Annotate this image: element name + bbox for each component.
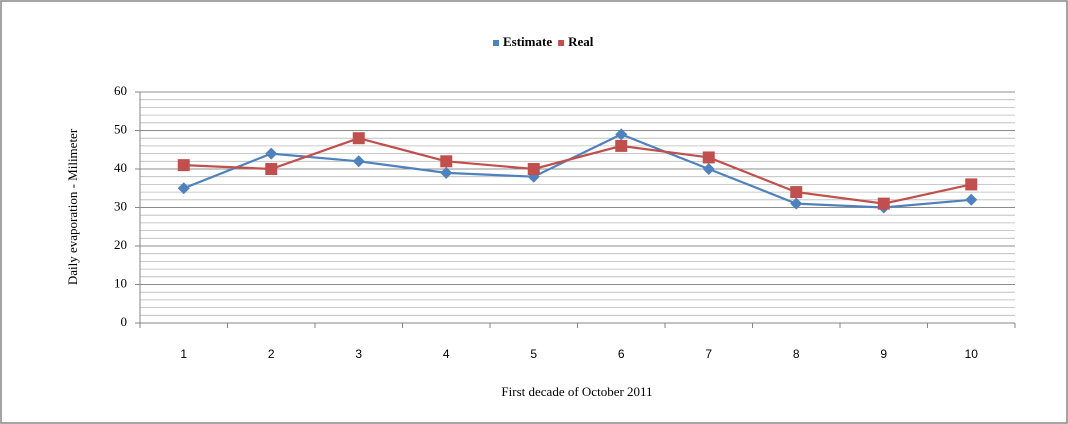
point <box>440 155 453 168</box>
x-axis-title: First decade of October 2011 <box>501 384 652 399</box>
point <box>702 151 715 164</box>
point <box>527 163 540 175</box>
legend-swatch <box>558 40 565 46</box>
y-tick-label: 60 <box>114 83 127 98</box>
x-tick-label: 7 <box>705 347 712 361</box>
x-tick-label: 4 <box>443 347 450 361</box>
x-tick-label: 5 <box>530 347 537 361</box>
x-tick-label: 6 <box>618 347 625 361</box>
point <box>615 139 628 152</box>
y-tick-label: 20 <box>114 237 127 252</box>
point <box>177 182 190 195</box>
y-tick-label: 0 <box>121 314 128 329</box>
x-tick-label: 8 <box>793 347 800 361</box>
legend-swatch <box>493 40 499 46</box>
y-tick-label: 30 <box>114 198 127 213</box>
point <box>965 178 978 191</box>
point <box>877 197 890 210</box>
point <box>615 128 628 141</box>
legend-label: Estimate <box>503 34 552 49</box>
x-tick-label: 2 <box>268 347 275 361</box>
series-line <box>183 137 972 205</box>
legend-label: Real <box>568 34 594 49</box>
y-tick-label: 50 <box>114 121 127 136</box>
y-axis-title: Daily evaporation - Milimeter <box>65 128 80 285</box>
point <box>790 186 803 199</box>
x-tick-label: 9 <box>880 347 887 361</box>
series-line <box>183 133 972 209</box>
point <box>265 147 278 160</box>
x-tick-label: 3 <box>355 347 362 361</box>
point <box>177 159 190 172</box>
point <box>352 132 365 145</box>
point <box>265 163 278 175</box>
point <box>790 197 803 210</box>
point <box>702 163 715 175</box>
point <box>965 193 978 206</box>
x-tick-label: 10 <box>965 347 979 361</box>
point <box>352 155 365 168</box>
y-tick-label: 10 <box>114 275 127 290</box>
y-tick-label: 40 <box>114 160 127 175</box>
x-tick-label: 1 <box>180 347 187 361</box>
point <box>440 166 453 179</box>
